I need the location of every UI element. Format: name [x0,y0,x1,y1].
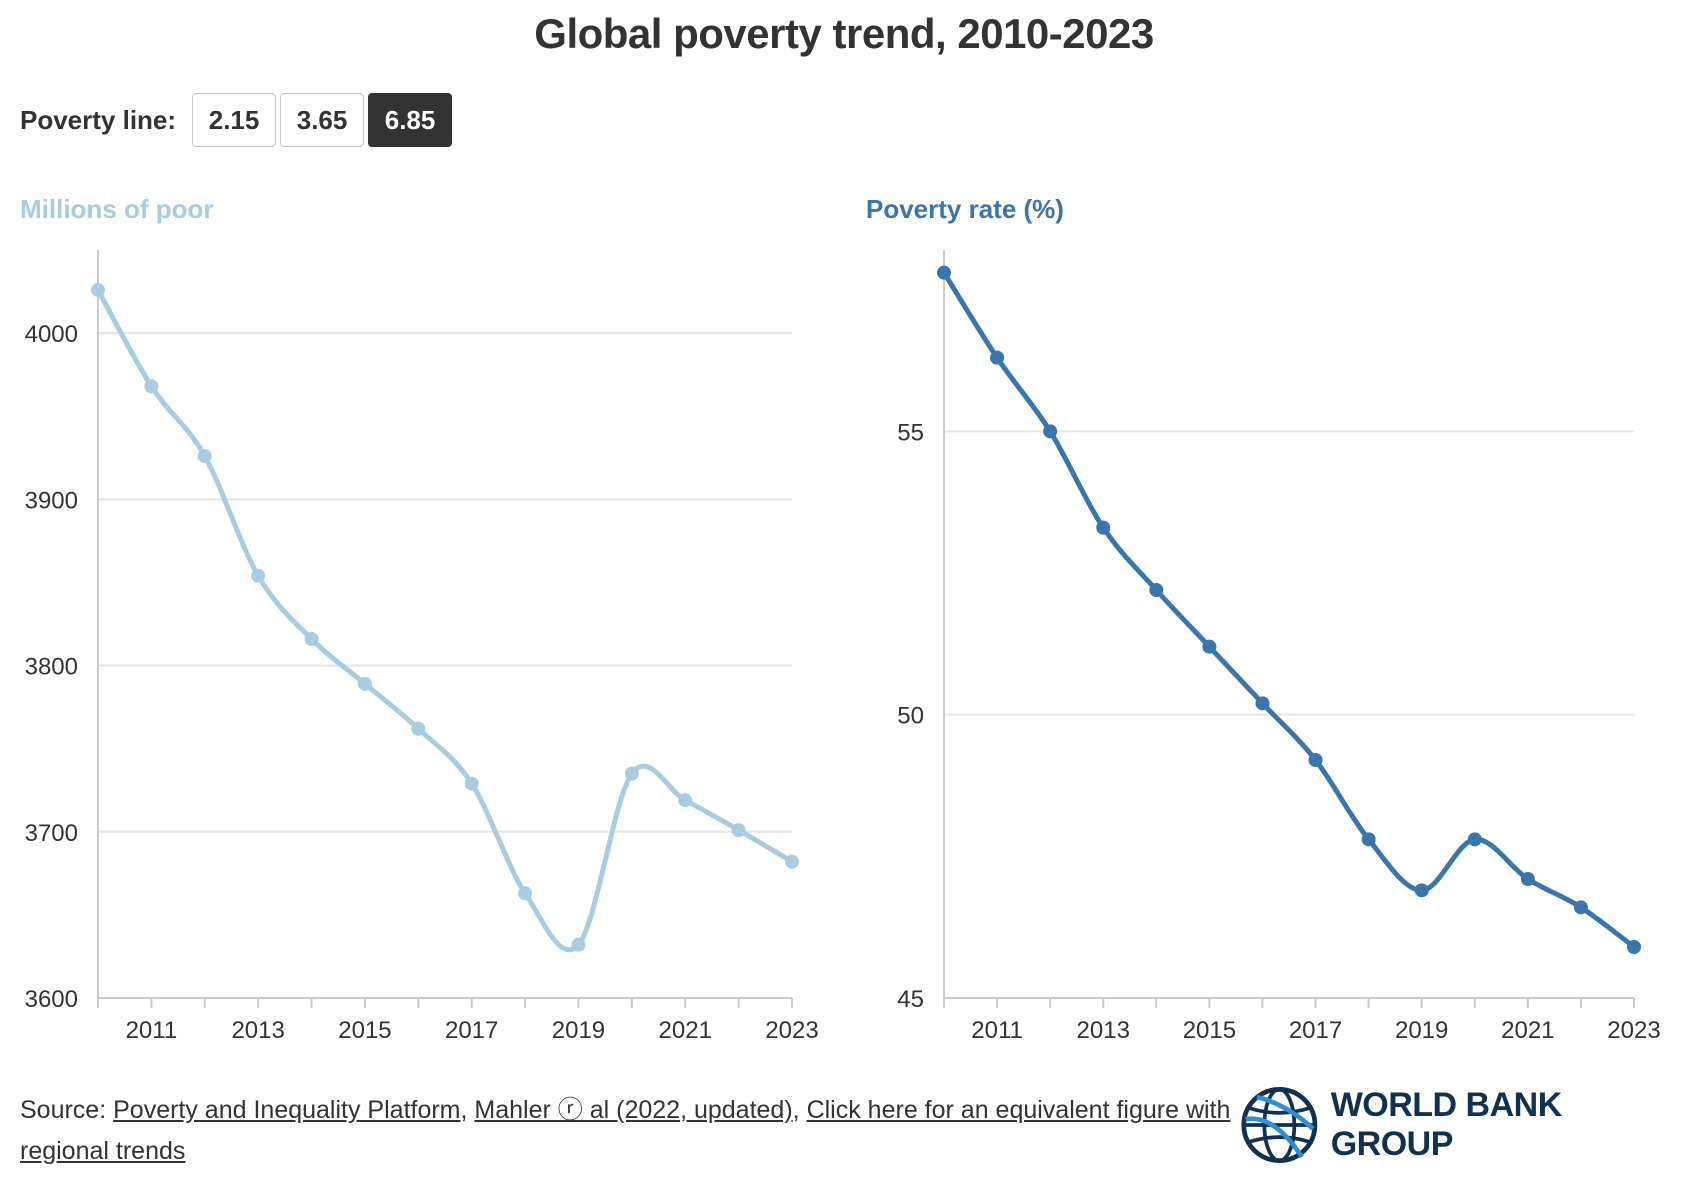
left-data-point [731,823,746,838]
source-link-pip[interactable]: Poverty and Inequality Platform [113,1096,461,1124]
left-data-point [678,793,693,808]
right-x-tick-label: 2013 [1077,1017,1130,1044]
left-x-tick-label: 2021 [659,1017,712,1044]
world-bank-logo[interactable]: WORLD BANK GROUP [1240,1080,1670,1170]
left-data-point [91,282,105,297]
source-separator-2: , [792,1096,807,1124]
right-x-tick-label: 2023 [1607,1017,1660,1044]
poverty-line-option-2-15[interactable]: 2.15 [192,93,277,147]
poverty-line-label: Poverty line: [20,104,177,135]
globe-icon [1241,1087,1318,1163]
right-data-point [1043,424,1058,439]
poverty-line-option-6-85[interactable]: 6.85 [368,93,453,147]
left-data-point [785,854,799,869]
left-chart-title: Millions of poor [20,194,214,224]
left-x-tick-label: 2013 [231,1017,284,1044]
left-y-tick-label: 3600 [25,986,78,1013]
page-title: Global poverty trend, 2010-2023 [534,10,1154,57]
right-data-point [1096,520,1111,535]
left-y-tick-label: 4000 [25,321,78,348]
left-data-point [304,631,319,646]
left-data-point [464,776,479,791]
right-data-point [1573,900,1588,915]
right-data-point [1414,883,1429,898]
left-y-tick-label: 3900 [25,487,78,514]
source-link-regional-trends[interactable]: Click here for an equivalent figure with… [20,1096,1231,1165]
right-chart-title: Poverty rate (%) [866,194,1064,224]
right-data-point [1308,753,1323,767]
left-data-point [411,721,426,736]
charts-area: 3600 3700 3800 3900 4000 2011 2013 2015 2017 2019… [25,250,1661,1044]
left-data-point [144,379,159,394]
left-x-tick-label: 2023 [765,1017,818,1044]
right-y-tick-label: 45 [897,986,924,1013]
right-series-line [941,270,1637,950]
right-data-point [1520,872,1535,886]
right-data-point [1467,832,1482,847]
left-data-point [624,766,639,781]
right-y-tick-label: 55 [897,419,924,446]
left-y-tick-label: 3800 [25,654,78,681]
source-prefix: Source: [20,1096,114,1124]
right-data-point [1149,583,1164,597]
left-x-tick-label: 2019 [552,1017,605,1044]
right-data-point [937,265,951,280]
poverty-line-selector: Poverty line: 2.15 3.65 6.85 [20,92,456,148]
left-data-point [571,937,586,952]
poverty-line-option-3-65[interactable]: 3.65 [280,93,365,147]
right-x-tick-label: 2017 [1289,1017,1342,1044]
right-data-point [1361,832,1376,847]
source-separator-1: , [460,1096,475,1124]
left-series-line [95,287,795,953]
source-note: Source: Poverty and Inequality Platform,… [20,1090,1240,1172]
right-x-tick-label: 2011 [971,1017,1023,1044]
right-x-tick-label: 2019 [1395,1017,1448,1044]
right-y-tick-label: 50 [897,703,924,730]
left-x-tick-label: 2011 [126,1017,178,1044]
right-data-point [990,350,1005,365]
left-data-point [518,886,533,901]
left-x-tick-label: 2015 [338,1017,391,1044]
right-x-tick-label: 2015 [1183,1017,1236,1044]
left-x-tick-label: 2017 [445,1017,498,1044]
source-link-mahler[interactable]: Mahler ⓡ al (2022, updated) [474,1096,793,1124]
right-x-tick-label: 2021 [1501,1017,1554,1044]
left-data-point [197,449,212,464]
world-bank-logo-text: WORLD BANK GROUP [1330,1086,1563,1163]
left-data-point [357,676,372,691]
right-data-point [1202,639,1217,654]
left-data-point [251,568,266,583]
left-y-tick-label: 3700 [25,820,78,847]
right-data-point [1255,696,1270,711]
right-data-point [1627,940,1641,954]
